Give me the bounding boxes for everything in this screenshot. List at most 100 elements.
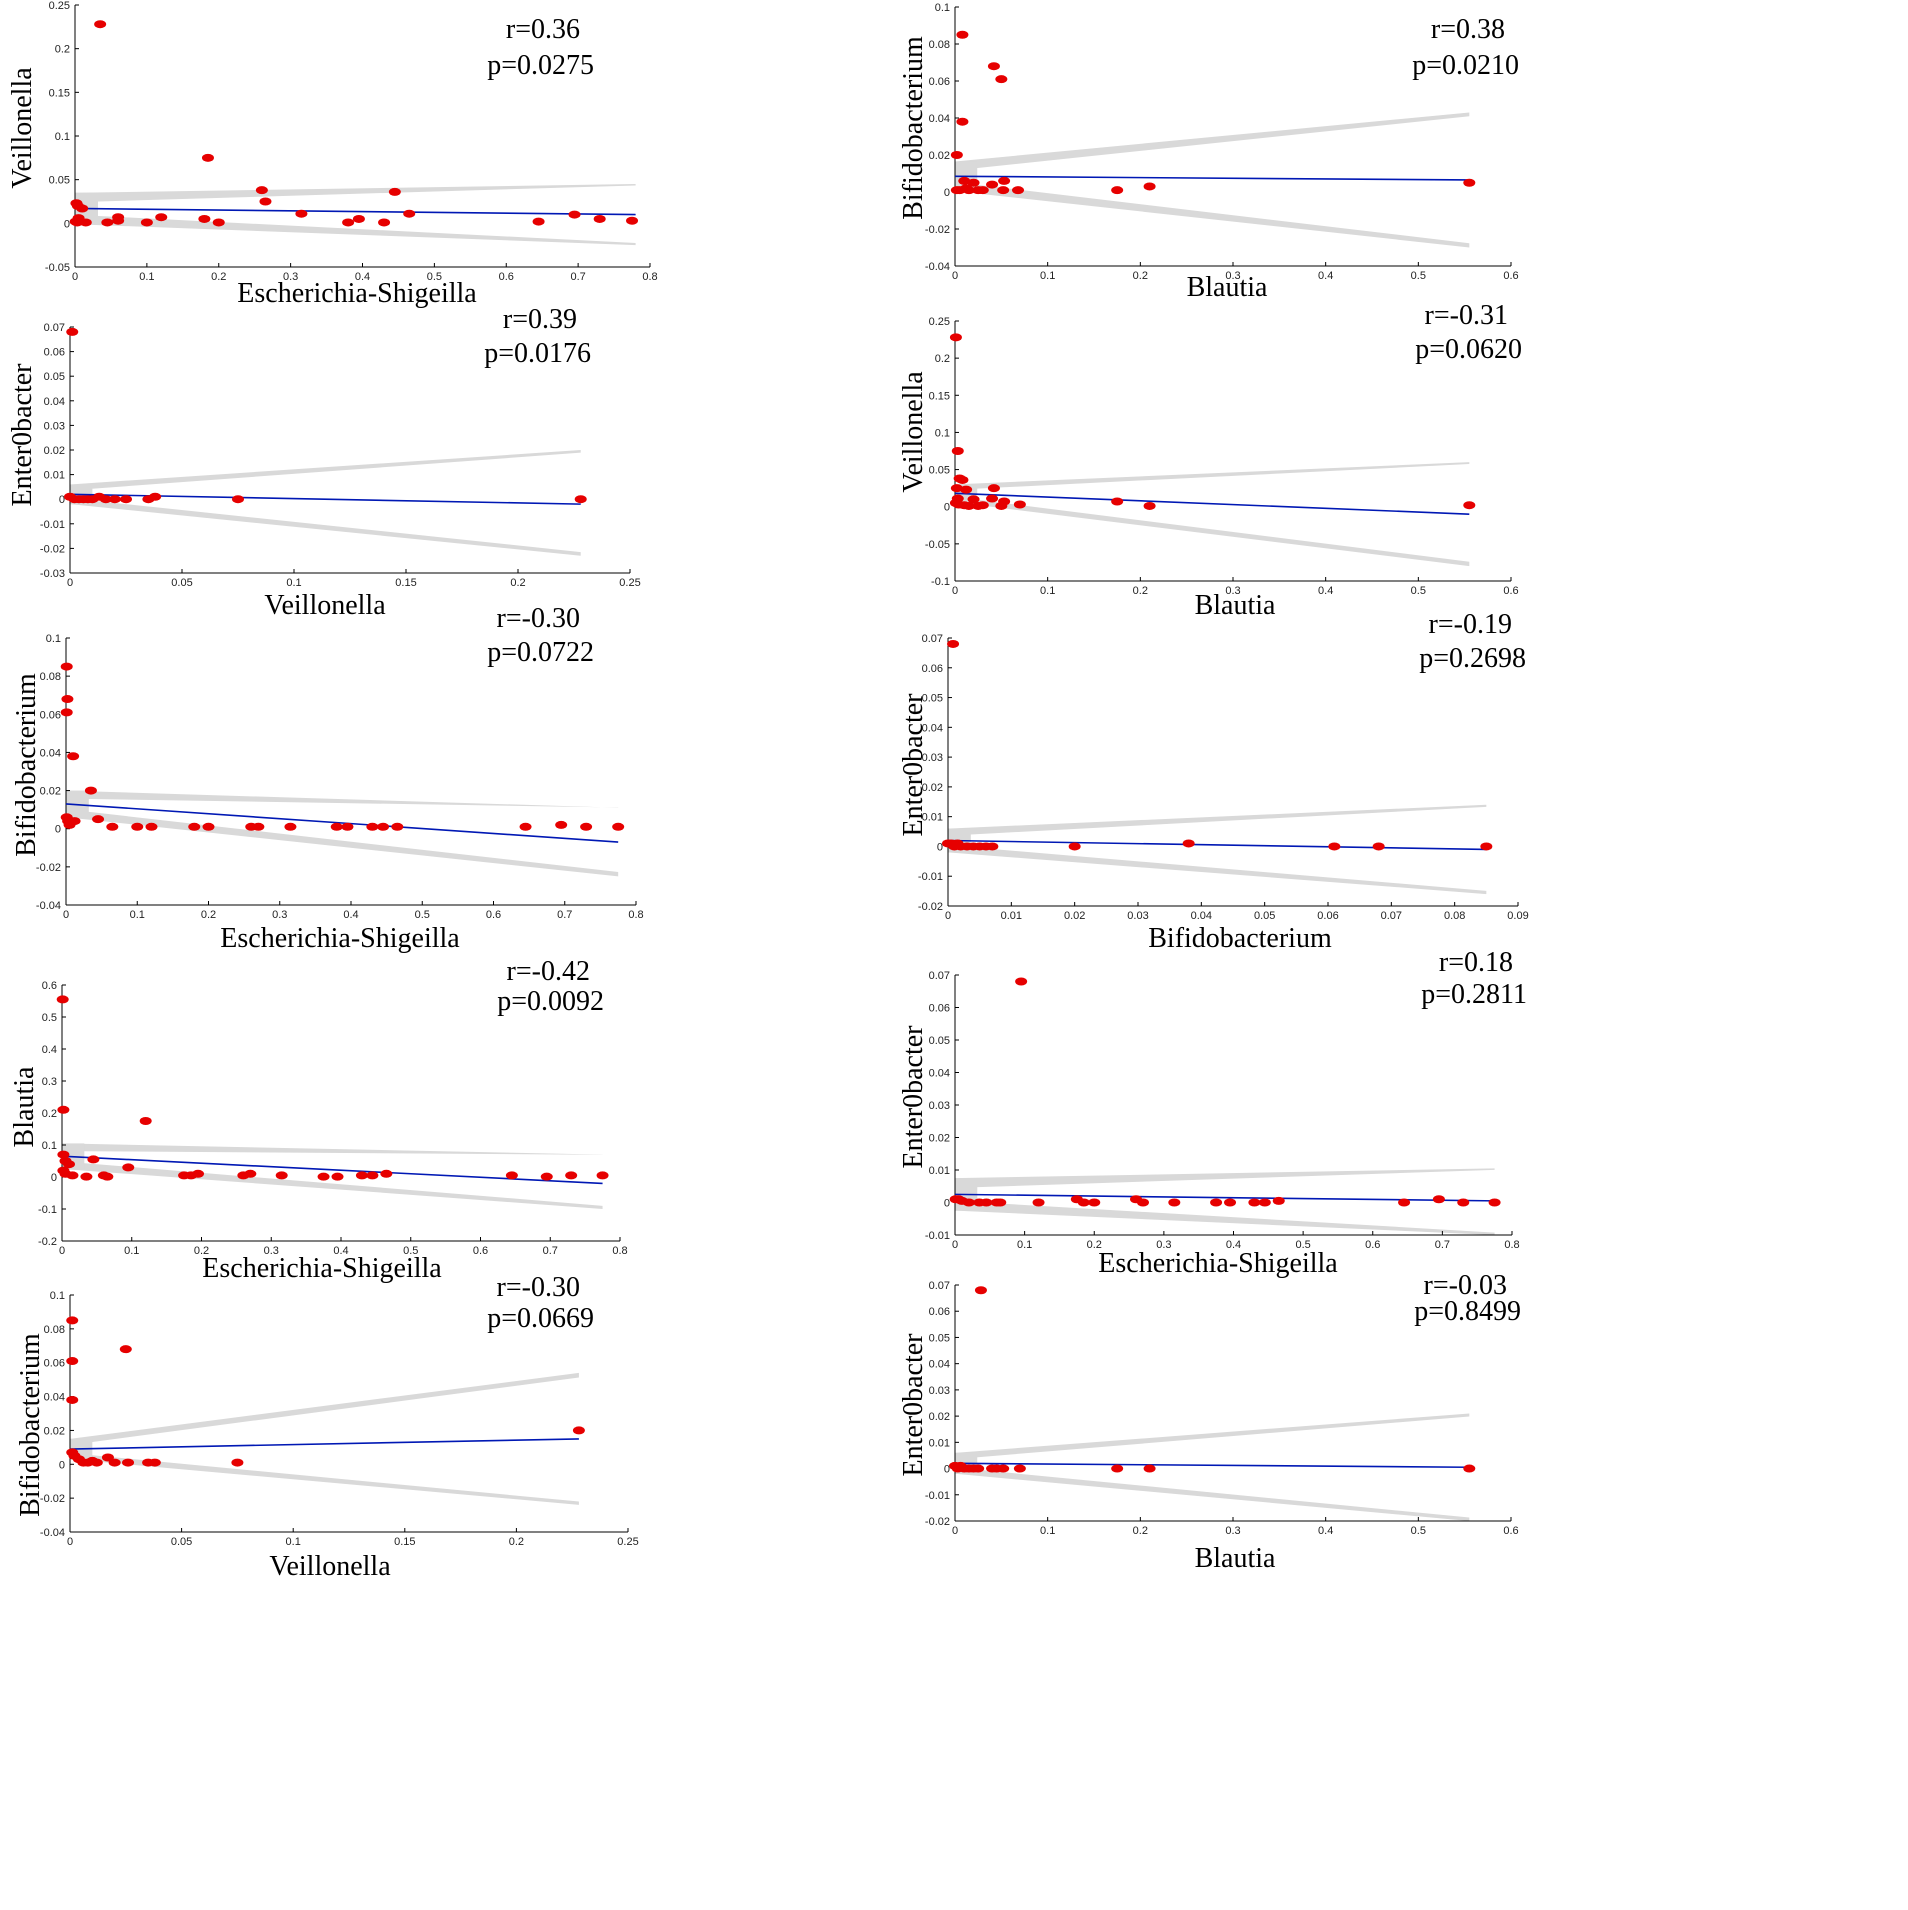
x-tick-label: 0.6 <box>1503 1525 1518 1537</box>
data-point <box>1136 1198 1149 1207</box>
y-tick-label: 0.06 <box>929 76 950 88</box>
y-tick-label: 0.03 <box>929 1100 950 1112</box>
data-point <box>1088 1198 1101 1207</box>
correlation-r-label: r=-0.31 <box>1425 300 1508 331</box>
data-point <box>112 213 125 222</box>
data-point <box>352 214 365 223</box>
y-axis-label: Veillonella <box>7 67 38 189</box>
y-tick-label: 0.04 <box>40 747 61 759</box>
regression-line <box>69 1438 579 1450</box>
y-tick-label: 0.3 <box>42 1076 57 1088</box>
y-axis-label: Enter0bacter <box>898 1025 929 1169</box>
x-tick-label: 0.2 <box>1087 1239 1102 1251</box>
data-point <box>212 218 225 227</box>
y-tick-label: 0.04 <box>44 396 65 408</box>
x-tick-label: 0.4 <box>1226 1239 1241 1251</box>
data-point <box>71 218 84 227</box>
y-tick-label: 0.1 <box>935 427 950 439</box>
data-point <box>986 180 999 189</box>
data-point <box>1111 497 1124 506</box>
x-tick-label: 0.25 <box>619 577 640 589</box>
y-tick-label: -0.04 <box>40 1527 65 1539</box>
data-point <box>366 822 379 831</box>
data-point <box>284 822 297 831</box>
data-point <box>958 176 971 185</box>
data-point <box>66 1316 79 1325</box>
data-point <box>198 214 211 223</box>
y-tick-label: 0.04 <box>44 1392 65 1404</box>
x-tick-label: 0.1 <box>286 1536 301 1548</box>
x-tick-label: 0.5 <box>403 1245 418 1257</box>
data-point <box>612 822 625 831</box>
data-point <box>231 1458 244 1467</box>
x-tick-label: 0.04 <box>1191 910 1212 922</box>
x-tick-label: 0.1 <box>1040 585 1055 597</box>
regression-line <box>954 175 1470 181</box>
regression-line <box>954 492 1470 515</box>
x-tick-label: 0.6 <box>499 271 514 283</box>
y-tick-label: 0.06 <box>922 663 943 675</box>
data-point <box>956 30 969 39</box>
data-point <box>1480 842 1493 851</box>
x-tick-label: 0 <box>945 910 951 922</box>
data-point <box>330 822 343 831</box>
data-point <box>986 494 999 503</box>
regression-line <box>65 803 619 843</box>
x-axis-label: Escherichia-Shigeilla <box>237 278 477 309</box>
data-point <box>232 495 244 504</box>
data-point <box>259 197 272 206</box>
y-tick-label: -0.02 <box>925 1516 950 1528</box>
y-tick-label: 0.01 <box>929 1165 950 1177</box>
x-axis-label: Blautia <box>1195 1543 1276 1574</box>
x-tick-label: 0.07 <box>1381 910 1402 922</box>
data-point <box>997 1464 1010 1473</box>
correlation-r-label: r=-0.19 <box>1429 609 1512 640</box>
data-point <box>388 187 401 196</box>
data-point <box>1182 839 1195 848</box>
data-point <box>87 1155 100 1164</box>
data-point <box>366 1171 379 1180</box>
data-point <box>403 209 416 218</box>
panel-veillonella-vs-escherichia: 0 0.1 0.2 0.3 0.4 0.5 0.6 0.7 0.8-0.0500.050.10.… <box>7 0 658 309</box>
y-tick-label: -0.02 <box>40 1493 65 1505</box>
y-tick-label: -0.05 <box>45 262 70 274</box>
data-point <box>192 1169 205 1178</box>
y-axis-label: Enter0bacter <box>898 693 929 837</box>
confidence-band-upper <box>70 450 581 491</box>
x-tick-label: 0 <box>952 270 958 282</box>
data-point <box>66 327 79 336</box>
x-tick-label: 0.7 <box>1435 1239 1450 1251</box>
x-tick-label: 0.3 <box>1225 1525 1240 1537</box>
x-tick-label: 0.15 <box>394 1536 415 1548</box>
data-point <box>1111 186 1124 195</box>
y-tick-label: 0.6 <box>42 980 57 992</box>
x-tick-label: 0.09 <box>1507 910 1528 922</box>
data-point <box>568 210 581 219</box>
data-point <box>1143 1464 1156 1473</box>
x-tick-label: 0.05 <box>171 577 192 589</box>
confidence-band-upper <box>955 462 1470 490</box>
x-tick-label: 0.3 <box>1156 1239 1171 1251</box>
confidence-band-lower <box>66 809 619 877</box>
data-point <box>99 495 112 504</box>
y-tick-label: 0.25 <box>49 0 70 12</box>
y-tick-label: -0.05 <box>925 539 950 551</box>
x-tick-label: 0.2 <box>194 1245 209 1257</box>
x-tick-label: 0.8 <box>1504 1239 1519 1251</box>
y-tick-label: 0 <box>55 824 61 836</box>
x-tick-label: 0.6 <box>486 909 501 921</box>
y-tick-label: 0.08 <box>44 1324 65 1336</box>
y-tick-label: 0.07 <box>929 970 950 982</box>
confidence-band-lower <box>70 1453 579 1505</box>
x-tick-label: 0 <box>67 577 73 589</box>
data-point <box>57 1150 70 1159</box>
data-point <box>950 151 963 159</box>
data-point <box>1068 842 1081 851</box>
data-point <box>951 447 964 455</box>
data-point <box>956 117 969 126</box>
data-point <box>1457 1198 1470 1207</box>
p-value-label: p=0.8499 <box>1414 1296 1521 1327</box>
data-point <box>967 495 980 504</box>
y-tick-label: 0.06 <box>929 1003 950 1015</box>
